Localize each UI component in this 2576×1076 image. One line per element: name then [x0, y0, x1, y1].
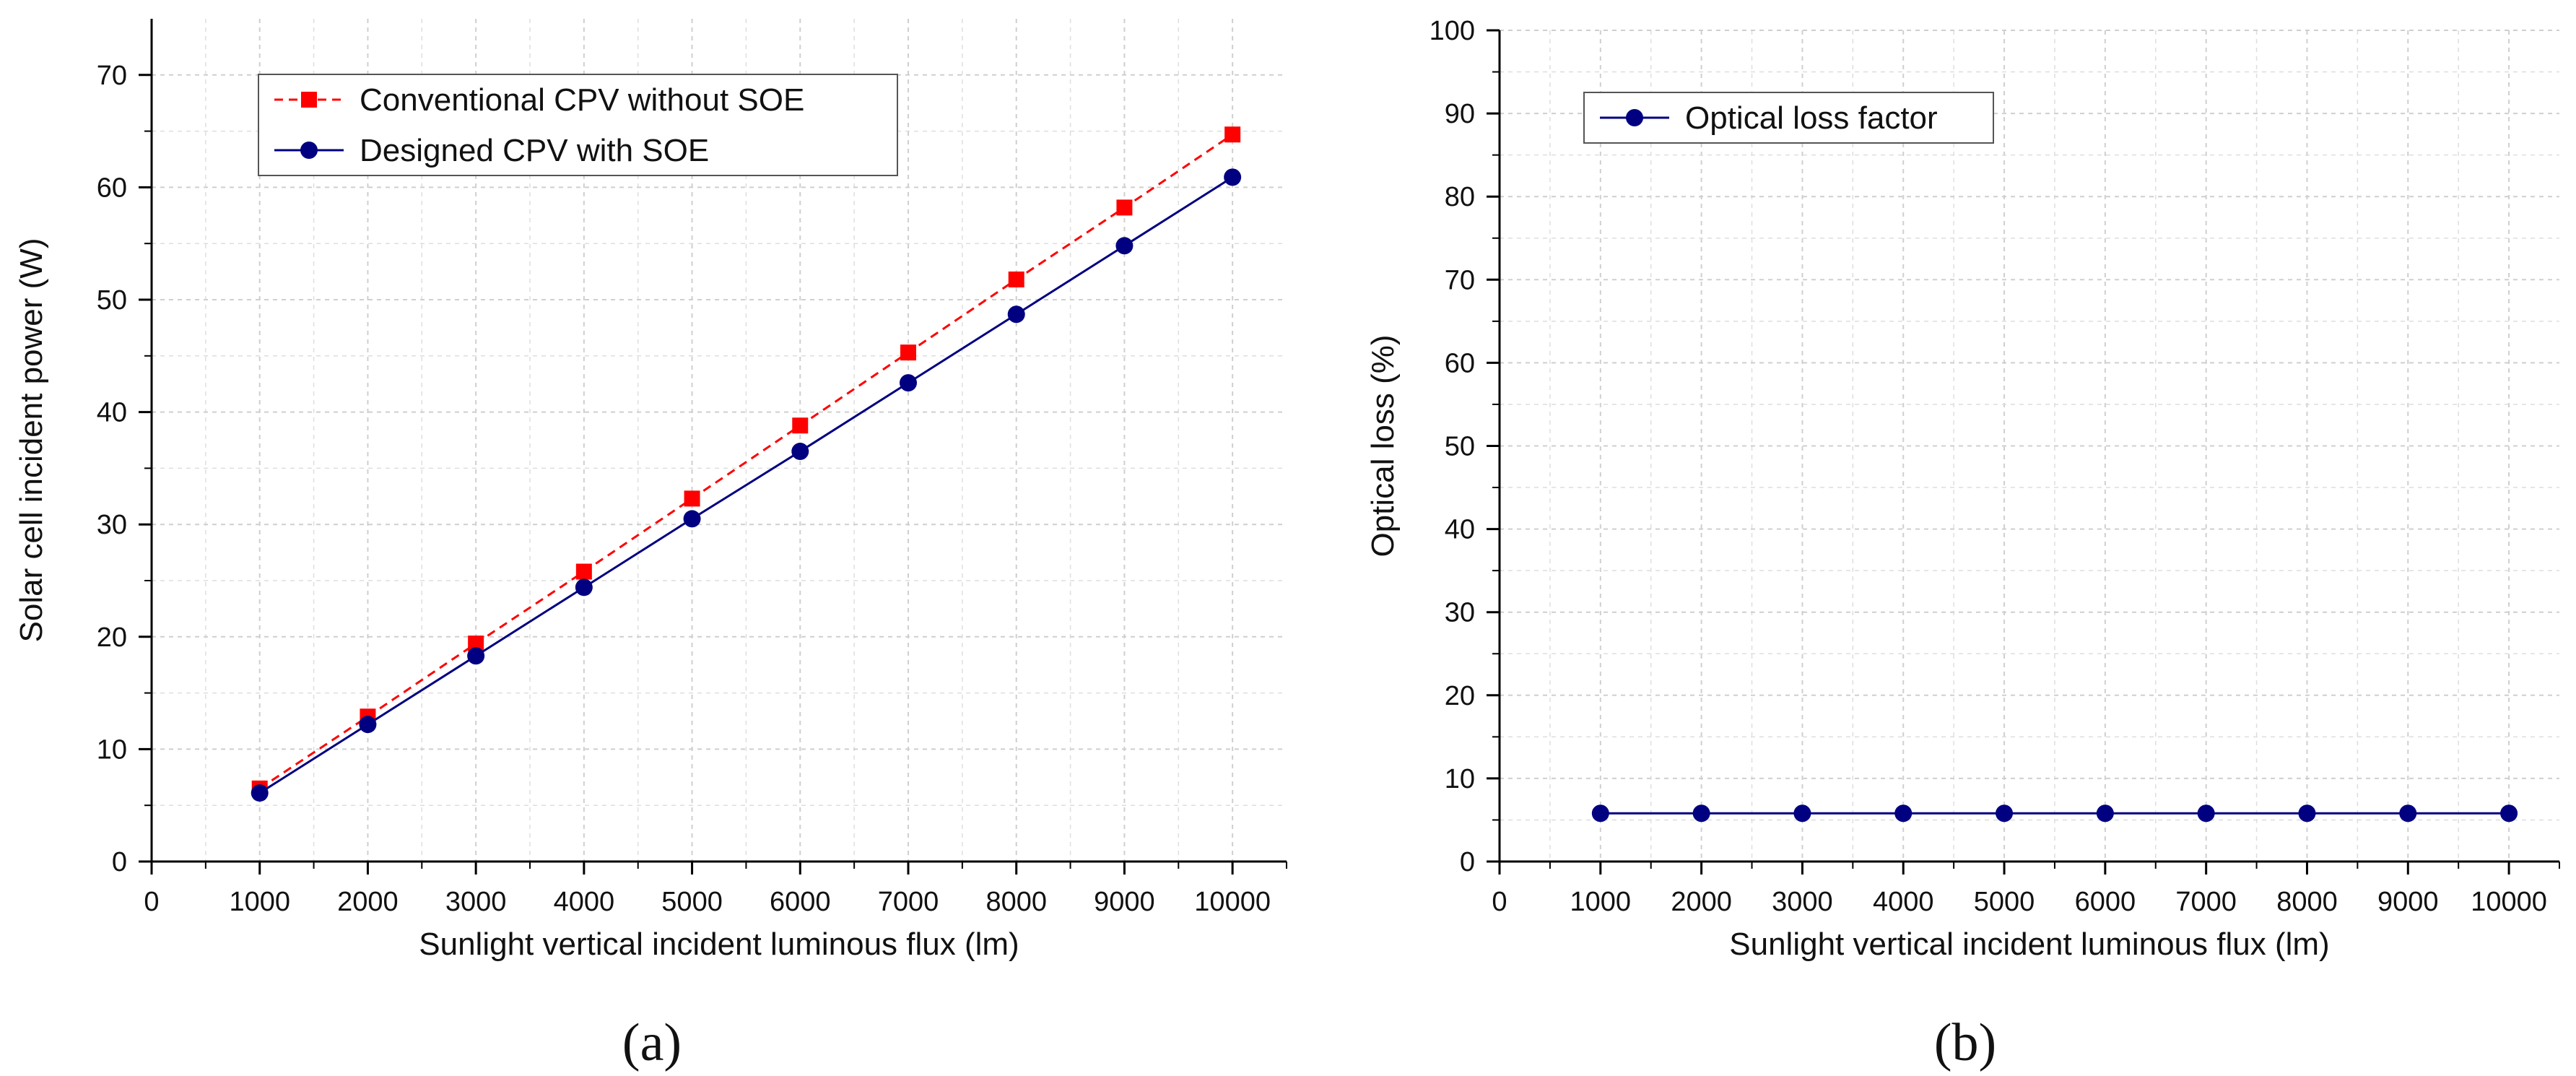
y-tick-label: 0: [1460, 847, 1475, 877]
series-1: [1591, 804, 2518, 823]
data-point: [467, 647, 485, 665]
chart-panel-a: 0 1000 2000 3000 4000 5000 6000 7000 8000 9000 100…: [14, 19, 1287, 1072]
data-point: [1793, 804, 1811, 823]
series-line: [258, 176, 1233, 794]
data-point: [1591, 804, 1609, 823]
data-point: [1224, 168, 1242, 186]
legend-swatch-marker: [300, 142, 318, 159]
data-point: [359, 716, 377, 734]
x-tick-label: 8000: [985, 887, 1047, 917]
x-axis-title: Sunlight vertical incident luminous flux…: [1729, 927, 2329, 962]
data-point: [1692, 804, 1710, 823]
y-tick-label: 90: [1445, 99, 1475, 129]
y-tick-label: 30: [1445, 598, 1475, 628]
data-point: [1894, 804, 1913, 823]
data-point: [1996, 804, 2014, 823]
data-point: [2096, 804, 2114, 823]
x-tick-label: 6000: [2075, 887, 2136, 917]
data-point: [900, 374, 917, 392]
x-tick-label: 3000: [1772, 887, 1833, 917]
x-tick-label: 9000: [2377, 887, 2439, 917]
data-point: [2500, 804, 2518, 823]
y-tick-label: 50: [1445, 432, 1475, 462]
y-tick-label: 10: [97, 734, 127, 765]
x-tick-label: 2000: [1671, 887, 1732, 917]
legend-box: [258, 74, 898, 176]
chart-panel-b: 0 1000 2000 3000 4000 5000 6000 7000 8000 9000 100…: [1365, 16, 2560, 1072]
y-tick-label: 30: [97, 510, 127, 540]
data-point: [1007, 305, 1025, 324]
x-tick-label: 1000: [1570, 887, 1632, 917]
data-point: [1224, 126, 1241, 143]
legend-label: Designed CPV with SOE: [360, 133, 709, 168]
data-point: [792, 417, 809, 434]
panel-label: (a): [622, 1013, 682, 1072]
data-point: [900, 344, 916, 361]
x-tick-label: 7000: [878, 887, 939, 917]
legend-label: Optical loss factor: [1685, 100, 1938, 136]
data-point: [2399, 804, 2417, 823]
x-tick-label: 1000: [229, 887, 290, 917]
y-tick-label: 100: [1430, 16, 1475, 46]
x-tick-label: 9000: [1094, 887, 1155, 917]
y-tick-label: 60: [1445, 348, 1475, 378]
panel-label: (b): [1934, 1013, 1996, 1072]
data-point: [683, 510, 701, 528]
data-point: [468, 635, 484, 652]
data-point: [684, 490, 700, 507]
y-axis-title: Solar cell incident power (W): [14, 238, 49, 643]
legend: Optical loss factor: [1583, 92, 1994, 144]
x-tick-label: 4000: [554, 887, 615, 917]
legend: Conventional CPV without SOE Designed CPV…: [258, 74, 898, 176]
data-point: [2298, 804, 2316, 823]
y-tick-label: 80: [1445, 182, 1475, 212]
legend-swatch-marker: [301, 92, 317, 108]
x-tick-label: 7000: [2175, 887, 2237, 917]
data-point: [1008, 271, 1024, 287]
x-tick-label: 6000: [770, 887, 831, 917]
series-2: [251, 168, 1242, 802]
y-tick-label: 40: [1445, 515, 1475, 545]
series-line: [258, 134, 1233, 790]
y-tick-label: 20: [97, 622, 127, 653]
x-tick-label: 5000: [661, 887, 723, 917]
x-tick-label: 0: [1492, 887, 1507, 917]
data-point: [2197, 804, 2215, 823]
y-tick-label: 70: [1445, 265, 1475, 295]
x-tick-label: 3000: [445, 887, 507, 917]
data-point: [575, 578, 593, 596]
data-point: [1115, 237, 1133, 255]
legend-swatch-marker: [1626, 109, 1643, 126]
x-tick-label: 2000: [337, 887, 399, 917]
data-point: [575, 563, 592, 580]
y-tick-label: 0: [112, 847, 127, 877]
x-tick-label: 10000: [2471, 887, 2547, 917]
y-tick-label: 20: [1445, 681, 1475, 711]
y-tick-label: 50: [97, 285, 127, 316]
y-tick-label: 10: [1445, 764, 1475, 794]
y-tick-label: 70: [97, 61, 127, 91]
x-tick-label: 5000: [1974, 887, 2035, 917]
x-axis-title: Sunlight vertical incident luminous flux…: [419, 927, 1019, 962]
data-point: [1116, 199, 1133, 216]
x-tick-label: 8000: [2276, 887, 2338, 917]
y-tick-label: 60: [97, 173, 127, 203]
y-axis-title: Optical loss (%): [1365, 334, 1401, 557]
x-tick-label: 4000: [1873, 887, 1934, 917]
y-tick-label: 40: [97, 398, 127, 428]
data-point: [791, 443, 809, 461]
data-point: [251, 784, 269, 802]
x-tick-label: 0: [144, 887, 159, 917]
legend-label: Conventional CPV without SOE: [360, 82, 804, 118]
x-tick-label: 10000: [1194, 887, 1271, 917]
